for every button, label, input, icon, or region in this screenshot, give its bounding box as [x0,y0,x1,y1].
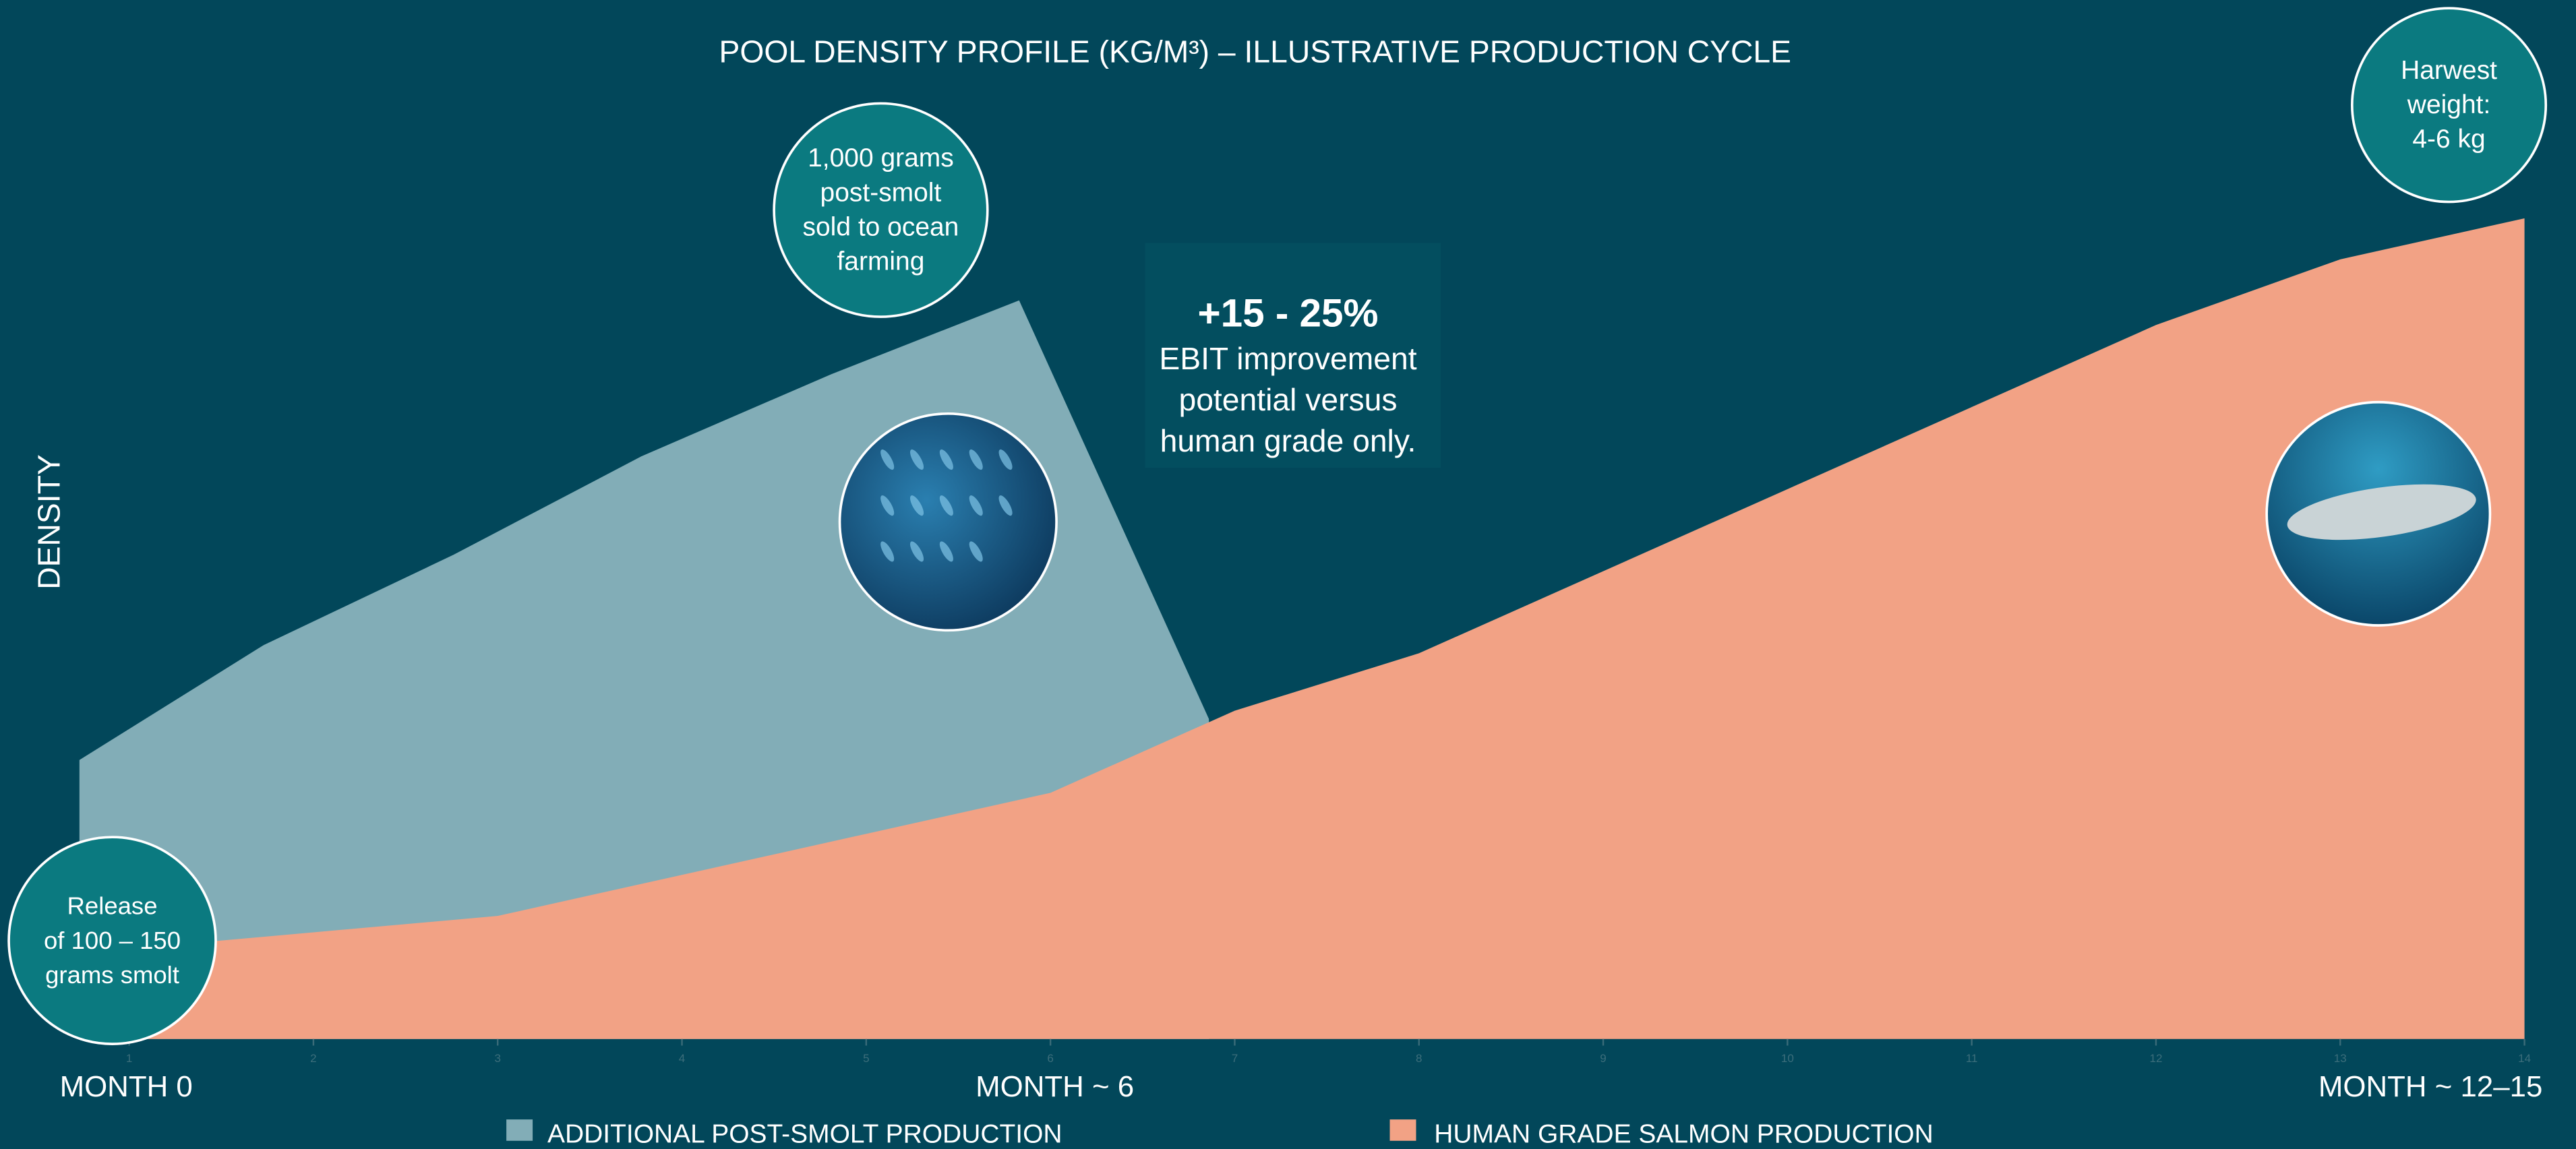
fish [939,449,953,470]
y-axis-label: DENSITY [32,454,67,590]
callout-text: potential versus [1178,382,1397,417]
x-axis-label: MONTH ~ 12–15 [2318,1070,2543,1103]
legend-label: HUMAN GRADE SALMON PRODUCTION [1434,1119,1933,1148]
x-tick-label: 11 [1966,1052,1978,1065]
x-tick-label: 13 [2334,1052,2347,1065]
legend-label: ADDITIONAL POST-SMOLT PRODUCTION [547,1119,1062,1148]
fish [880,495,895,516]
fish [880,541,895,562]
x-tick-label: 5 [863,1052,869,1065]
fish [939,495,953,516]
x-tick-label: 3 [494,1052,500,1065]
x-tick-label: 14 [2518,1052,2531,1065]
annotation-text: of 100 – 150 [44,927,181,954]
x-axis-label: MONTH ~ 6 [976,1070,1134,1103]
chart-title: POOL DENSITY PROFILE (KG/M³) – ILLUSTRAT… [719,34,1791,69]
x-tick-label: 8 [1416,1052,1422,1065]
fish-school-photo [838,412,1058,632]
callout-box [1145,243,1441,468]
fish [939,541,953,562]
annotation-text: 1,000 grams [808,144,954,173]
legend-swatch [506,1119,533,1141]
x-tick-label: 2 [310,1052,316,1065]
annotation-text: weight: [2407,90,2490,119]
x-tick-label: 4 [679,1052,685,1065]
annotation-text: Harwest [2401,56,2497,85]
x-tick-label: 1 [126,1052,132,1065]
annotation-circle [773,102,989,318]
fish [998,449,1013,470]
annotation-text: post-smolt [820,178,942,207]
x-tick-label: 7 [1232,1052,1238,1065]
fish [969,541,983,562]
annotation-text: 4-6 kg [2412,125,2485,154]
fish [998,495,1013,516]
legend-swatch [1389,1119,1416,1141]
annotation-text: Release [67,892,158,920]
annotation-text: grams smolt [45,961,179,989]
area-series [129,218,2525,1039]
x-tick-label: 12 [2150,1052,2163,1065]
x-tick-label: 9 [1600,1052,1606,1065]
salmon [2287,484,2476,540]
fish [880,449,895,470]
x-tick-label: 6 [1047,1052,1053,1065]
callout-headline: +15 - 25% [1197,292,1378,336]
x-axis-label: MONTH 0 [60,1070,193,1103]
fish [910,449,924,470]
fish [910,495,924,516]
annotation-text: sold to ocean [803,213,959,242]
callout-text: EBIT improvement [1159,341,1416,376]
annotation-circle [2351,7,2548,204]
callout-text: human grade only. [1160,423,1416,458]
fish [910,541,924,562]
fish [969,495,983,516]
annotation-circle [7,836,217,1045]
fish [969,449,983,470]
annotation-text: farming [837,247,924,276]
x-tick-label: 10 [1781,1052,1794,1065]
